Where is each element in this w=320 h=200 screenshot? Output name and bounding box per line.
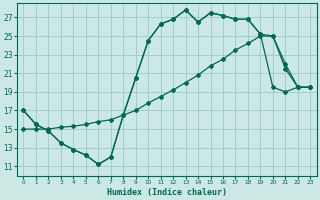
X-axis label: Humidex (Indice chaleur): Humidex (Indice chaleur) <box>107 188 227 197</box>
